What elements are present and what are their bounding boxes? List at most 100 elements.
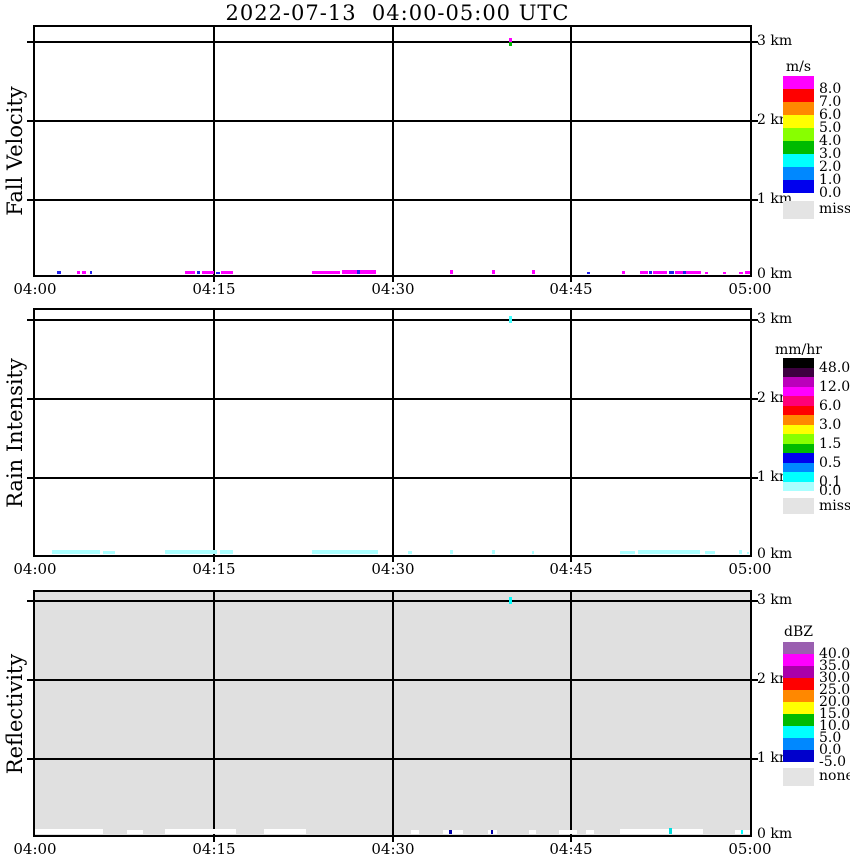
legend-cell-label: 7.0 <box>819 94 842 110</box>
legend-cell-label: 3.0 <box>819 146 842 162</box>
axis-tick <box>752 758 758 760</box>
data-mark <box>529 830 536 834</box>
time-label: 05:00 <box>728 280 772 298</box>
data-mark <box>408 551 412 554</box>
legend-title-dbz: dBZ <box>784 624 813 640</box>
legend-cell <box>783 154 814 167</box>
axis-tick <box>27 199 33 201</box>
axis-tick <box>752 319 758 321</box>
data-mark <box>103 551 115 554</box>
legend-cell-label: 30.0 <box>819 670 850 686</box>
legend-cell-label: 20.0 <box>819 694 850 710</box>
legend-title-ms: m/s <box>785 59 812 75</box>
data-mark <box>705 551 715 554</box>
axis-tick <box>752 199 758 201</box>
gridline-v <box>213 27 215 275</box>
data-mark <box>638 550 700 554</box>
time-label: 04:45 <box>549 280 593 298</box>
axis-tick <box>752 41 758 43</box>
km-label: 0 km <box>757 266 793 282</box>
legend-cell-label: 12.0 <box>819 378 850 395</box>
time-label: 04:15 <box>192 560 236 578</box>
legend-cell <box>783 89 814 102</box>
data-mark <box>587 272 590 274</box>
legend-cell <box>783 415 814 425</box>
data-mark <box>739 272 743 274</box>
axis-tick <box>27 679 33 681</box>
time-label: 04:45 <box>549 840 593 858</box>
axis-tick <box>392 557 394 562</box>
legend-cell <box>783 654 814 666</box>
axis-tick <box>213 277 215 282</box>
time-label: 04:00 <box>13 560 57 578</box>
legend-cell <box>783 76 814 89</box>
data-mark <box>675 271 701 274</box>
legend-cell <box>783 102 814 115</box>
data-mark <box>443 830 463 834</box>
data-mark <box>492 270 495 274</box>
legend-cell-label: 0.0 <box>819 185 842 201</box>
axis-tick <box>27 319 33 321</box>
data-mark <box>509 42 512 46</box>
legend-cell-label: -5.0 <box>819 754 846 770</box>
data-mark <box>450 550 453 554</box>
data-mark <box>723 272 726 274</box>
legend-cell <box>783 434 814 444</box>
legend-none-cell <box>783 768 814 786</box>
legend-cell <box>783 367 814 377</box>
legend-cell <box>783 462 814 472</box>
legend-cell <box>783 128 814 141</box>
page-title: 2022-07-13 04:00-05:00 UTC <box>225 1 570 25</box>
panel-reflectivity <box>33 590 752 837</box>
time-label: 04:00 <box>13 840 57 858</box>
legend-cell <box>783 481 814 491</box>
legend-cell <box>783 396 814 406</box>
data-mark <box>312 271 340 274</box>
legend-cell <box>783 405 814 415</box>
data-mark <box>450 270 453 274</box>
data-mark <box>622 271 625 274</box>
axis-tick <box>213 557 215 562</box>
data-mark <box>669 828 672 834</box>
axis-tick <box>752 600 758 602</box>
data-mark <box>411 830 419 834</box>
legend-title-mmhr: mm/hr <box>775 342 822 358</box>
data-mark <box>202 271 214 274</box>
data-mark <box>357 270 360 274</box>
axis-tick <box>392 277 394 282</box>
data-mark <box>640 271 648 274</box>
data-mark <box>745 271 750 274</box>
gridline-v <box>570 27 572 275</box>
axis-tick <box>27 477 33 479</box>
legend-cell <box>783 678 814 690</box>
legend-cell <box>783 714 814 726</box>
axis-tick <box>27 398 33 400</box>
gridline-v <box>570 592 572 835</box>
legend-cell <box>783 358 814 368</box>
axis-tick <box>27 41 33 43</box>
legend-cell <box>783 180 814 193</box>
axis-tick <box>570 557 572 562</box>
data-mark <box>509 38 512 42</box>
axis-tick <box>752 477 758 479</box>
data-mark <box>216 272 220 274</box>
axis-tick <box>392 837 394 842</box>
data-mark <box>669 271 674 274</box>
legend-cell-label: 6.0 <box>819 107 842 123</box>
legend-cell <box>783 702 814 714</box>
gridline-v <box>213 310 215 555</box>
legend-cell <box>783 386 814 396</box>
legend-cell <box>783 453 814 463</box>
legend-cell <box>783 738 814 750</box>
legend-cell-label: 25.0 <box>819 682 850 698</box>
time-label: 04:45 <box>549 560 593 578</box>
legend-cell <box>783 115 814 128</box>
data-mark <box>165 829 236 834</box>
legend-none-label: none <box>819 768 850 784</box>
legend-cell-label: 0.0 <box>819 483 842 499</box>
data-mark <box>35 829 103 834</box>
legend-cell <box>783 167 814 180</box>
legend-cell <box>783 424 814 434</box>
legend-cell <box>783 726 814 738</box>
legend-cell-label: 3.0 <box>819 416 842 433</box>
